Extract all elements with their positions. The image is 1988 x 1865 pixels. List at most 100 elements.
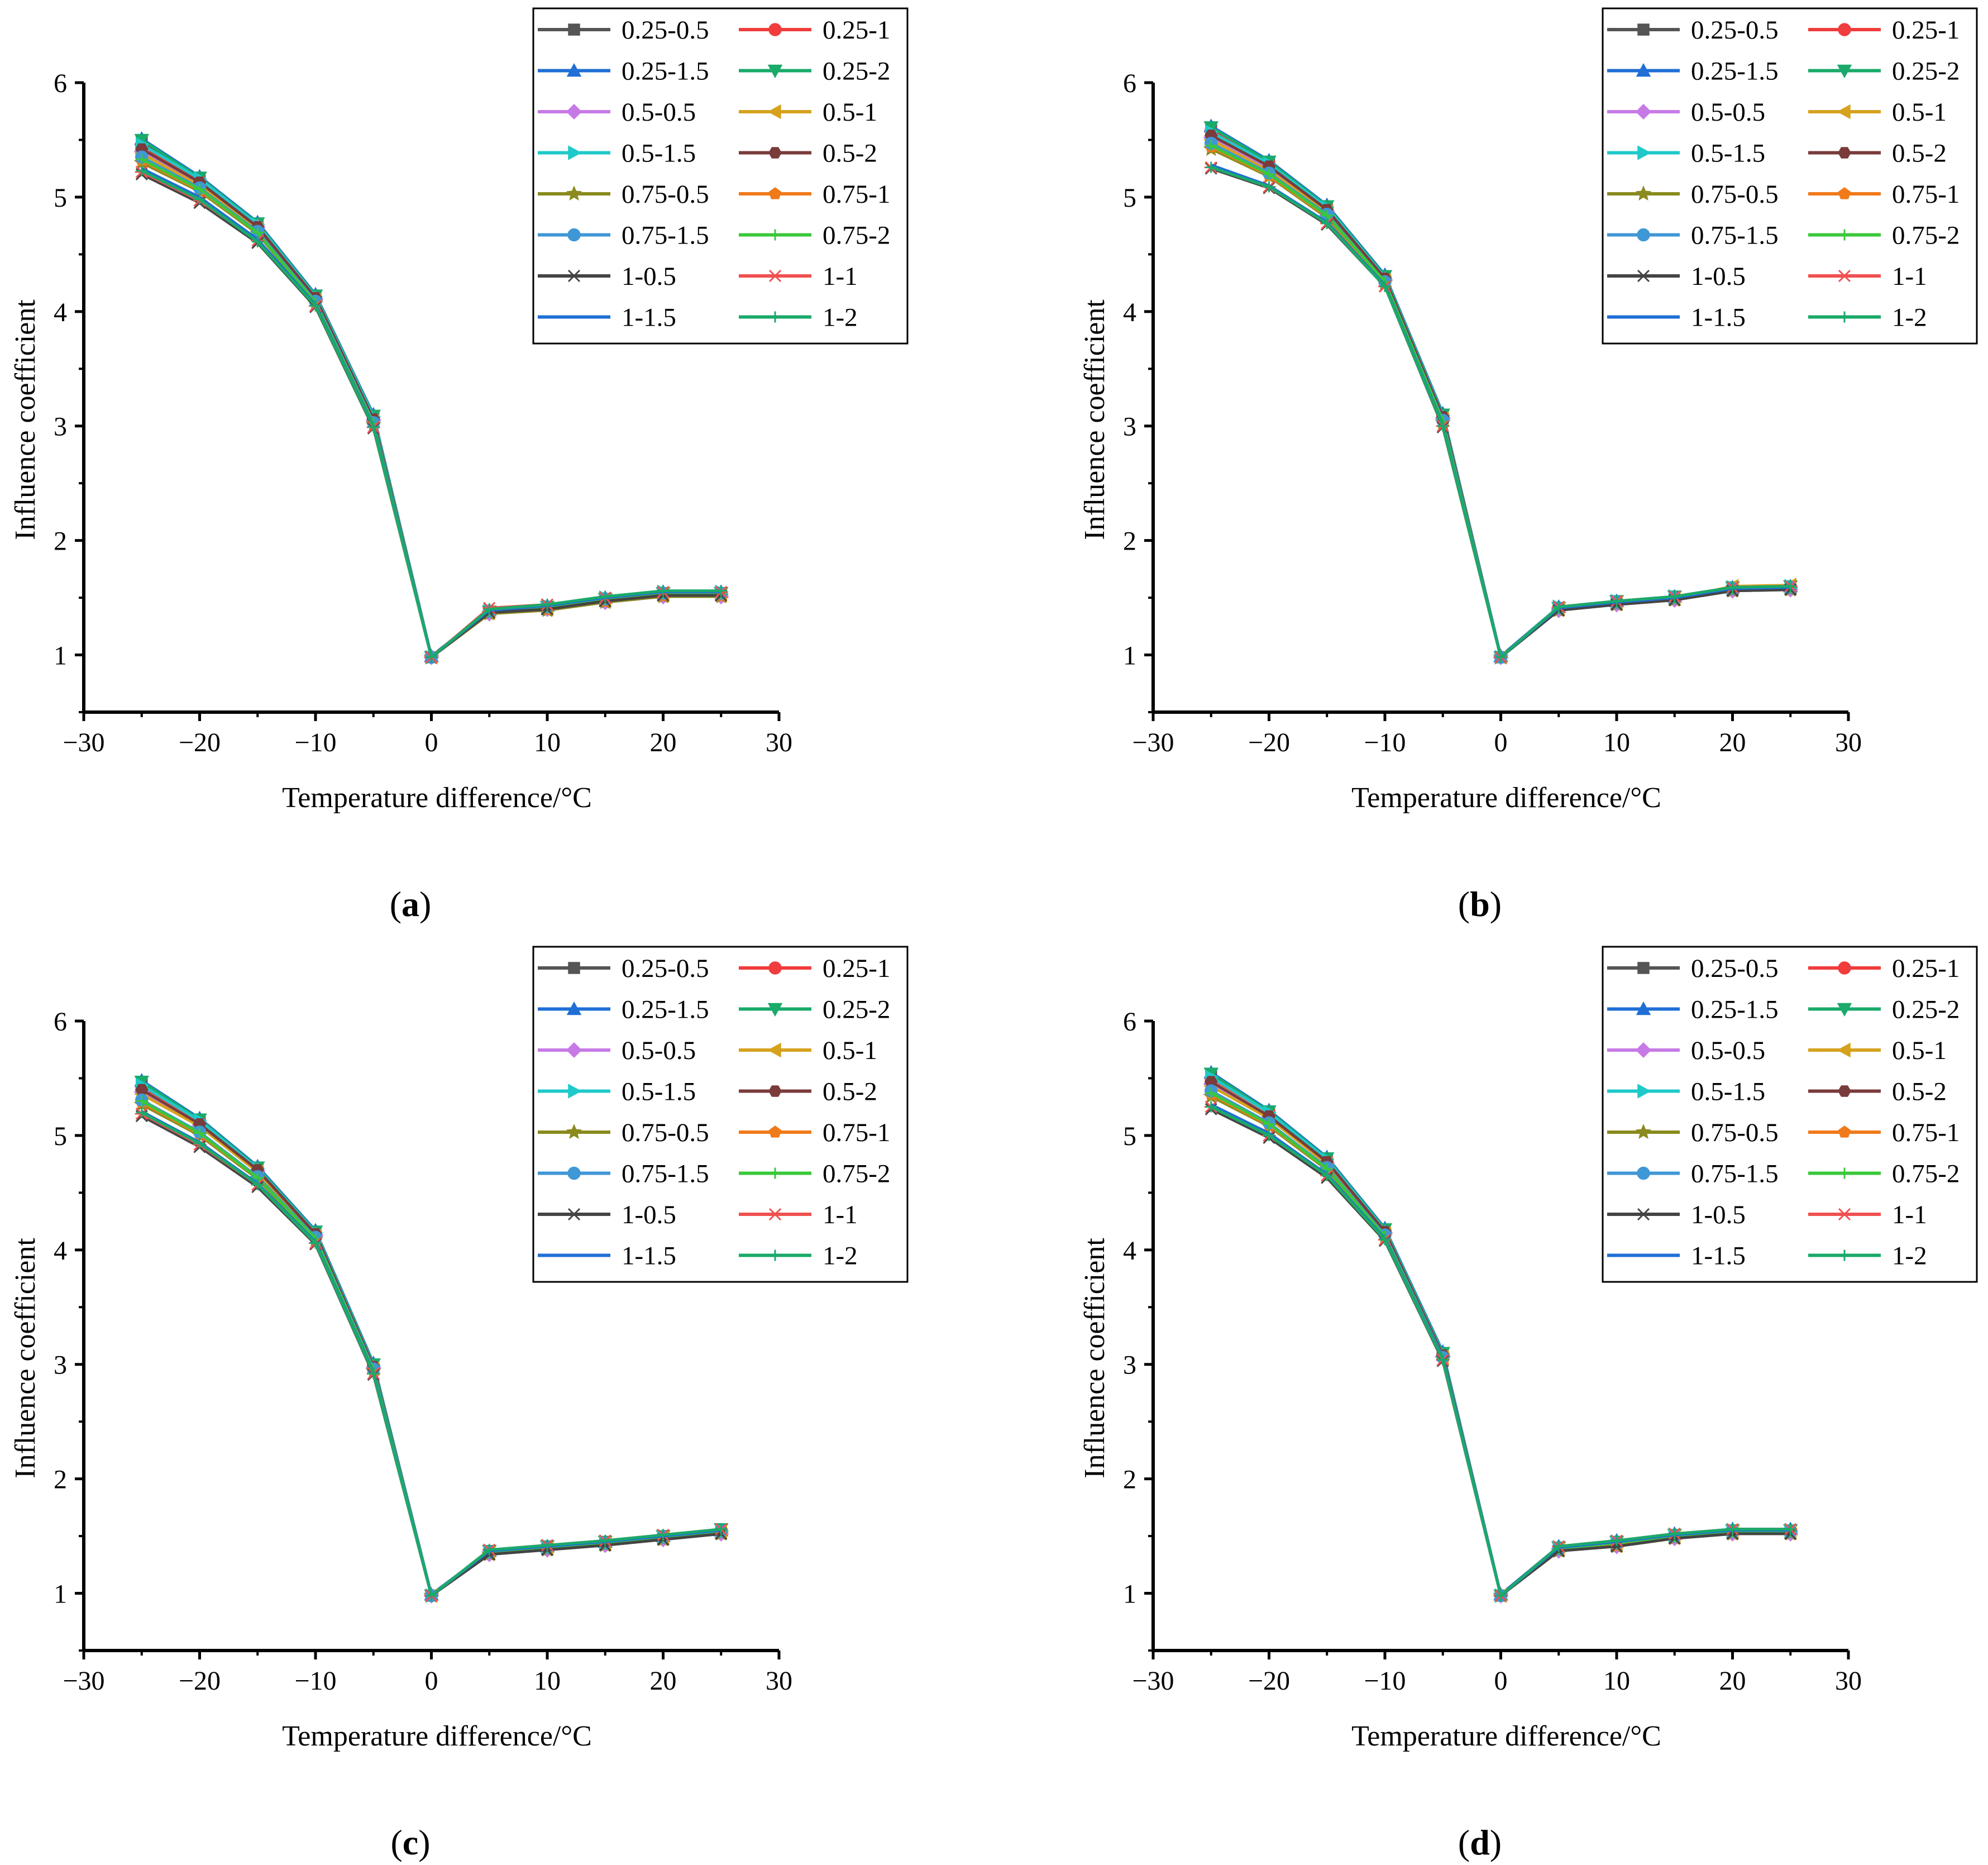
data-point: [1553, 601, 1565, 613]
panel-caption: (d): [1458, 1823, 1502, 1862]
x-tick-label: 20: [650, 1666, 677, 1696]
data-point: [657, 585, 669, 597]
legend-marker: [1837, 1042, 1851, 1058]
legend-item: 0.25-1: [739, 16, 890, 45]
y-axis-title: Influence coefficient: [1079, 1238, 1111, 1478]
legend-label: 0.25-1.5: [1691, 57, 1779, 86]
legend-marker: [1636, 63, 1651, 77]
panel-c: −30 −20 −10 0 10 20 30 1 2 3 4 5 6 Temperature differ…: [9, 946, 909, 1862]
x-tick-label: 30: [1835, 728, 1862, 757]
legend-item: 0.25-0.5: [538, 16, 709, 45]
legend-item: 0.75-2: [739, 221, 890, 250]
legend-label: 0.75-1: [1892, 180, 1960, 209]
legend-marker: [566, 103, 582, 120]
data-point: [1263, 1118, 1275, 1130]
x-tick-label: −10: [1364, 728, 1406, 757]
data-point: [194, 183, 206, 195]
legend-item: 1-0.5: [1607, 262, 1746, 291]
y-tick-label: 3: [1123, 412, 1136, 442]
legend-item: 0.25-2: [739, 995, 890, 1024]
legend-marker: [1837, 104, 1851, 120]
data-point: [1321, 1170, 1333, 1181]
legend-marker: [566, 185, 582, 201]
legend-marker: [770, 311, 781, 323]
legend-label: 1-1: [1892, 1200, 1927, 1229]
x-tick-label: −10: [1364, 1666, 1406, 1696]
x-axis-title: Temperature difference/°C: [1351, 1720, 1661, 1752]
y-tick-label: 3: [54, 1351, 67, 1380]
legend-label: 1-1: [1892, 262, 1927, 291]
data-point: [1669, 591, 1680, 603]
legend-label: 0.5-1.5: [622, 139, 696, 168]
legend-label: 0.75-2: [823, 1160, 890, 1189]
legend-marker: [1637, 1166, 1650, 1180]
legend-item: 0.75-0.5: [1607, 1118, 1779, 1147]
legend-marker: [567, 1166, 581, 1180]
x-tick-label: 10: [534, 728, 561, 757]
data-point: [1785, 1523, 1796, 1535]
legend-marker: [1637, 962, 1650, 974]
legend-item: 0.5-1: [1808, 1036, 1947, 1065]
legend-marker: [566, 1042, 582, 1058]
x-axis-title: Temperature difference/°C: [282, 1720, 592, 1752]
data-point: [136, 154, 147, 165]
y-tick-label: 3: [1123, 1351, 1136, 1380]
legend-marker: [1637, 228, 1650, 242]
legend-marker: [768, 187, 782, 199]
legend-label: 0.25-1: [823, 16, 890, 45]
data-point: [1205, 140, 1217, 151]
legend-item: 1-1.5: [538, 303, 676, 332]
data-point: [715, 1523, 727, 1535]
legend-label: 1-2: [1892, 1242, 1927, 1271]
data-point: [310, 1237, 321, 1249]
legend-label: 1-1.5: [1691, 303, 1746, 332]
legend-item: 0.5-2: [1808, 1077, 1947, 1106]
legend-item: 1-1.5: [1607, 303, 1746, 332]
y-tick-label: 2: [54, 1465, 67, 1495]
data-point: [136, 1106, 147, 1118]
legend-item: 0.5-1: [739, 98, 877, 127]
data-point: [715, 585, 727, 597]
data-point: [657, 1529, 669, 1541]
legend-marker: [767, 1003, 783, 1017]
legend-item: 1-2: [739, 303, 858, 332]
legend-marker: [1838, 147, 1851, 159]
x-tick-label: 30: [1835, 1666, 1862, 1696]
legend-marker: [1838, 961, 1851, 975]
x-tick-label: 20: [650, 728, 677, 757]
legend-marker: [1839, 1249, 1850, 1261]
y-tick-label: 3: [54, 412, 67, 442]
data-point: [1669, 1528, 1680, 1539]
legend: 0.25-0.5 0.25-1 0.25-1.5 0.25-2 0.5-0.5 0.5-1…: [532, 946, 909, 1283]
x-axis-title: Temperature difference/°C: [1351, 782, 1661, 814]
data-point: [1495, 651, 1507, 663]
legend-item: 0.25-1.5: [538, 57, 709, 86]
data-point: [194, 194, 206, 206]
legend-item: 1-1.5: [1607, 1242, 1746, 1271]
x-tick-label: −30: [1132, 1666, 1174, 1696]
legend-label: 0.5-1: [1892, 98, 1947, 127]
data-point: [136, 165, 147, 177]
legend-marker: [1637, 23, 1650, 36]
legend-label: 1-1.5: [622, 303, 676, 332]
legend-item: 0.5-1.5: [538, 139, 696, 168]
legend-label: 1-1.5: [622, 1242, 676, 1271]
series-1-2: [1205, 161, 1796, 663]
y-axis-title: Influence coefficient: [9, 1238, 41, 1478]
y-tick-label: 6: [1123, 1007, 1136, 1037]
legend-label: 0.25-2: [1892, 995, 1960, 1024]
x-tick-label: 0: [425, 728, 438, 757]
legend-item: 0.25-1: [1808, 954, 1960, 983]
y-tick-label: 2: [1123, 1465, 1136, 1495]
x-tick-label: −20: [179, 728, 221, 757]
data-point: [194, 1138, 206, 1149]
legend-marker: [568, 145, 582, 160]
legend-item: 0.75-1: [739, 180, 890, 209]
legend: 0.25-0.5 0.25-1 0.25-1.5 0.25-2 0.5-0.5 0.5-1…: [532, 7, 909, 345]
legend-label: 0.5-0.5: [622, 98, 696, 127]
legend-marker: [1838, 1125, 1851, 1138]
legend-label: 1-2: [823, 1242, 858, 1271]
legend-label: 0.75-2: [1892, 221, 1960, 250]
legend-label: 0.5-0.5: [1691, 98, 1765, 127]
legend-label: 1-1: [823, 1200, 858, 1229]
